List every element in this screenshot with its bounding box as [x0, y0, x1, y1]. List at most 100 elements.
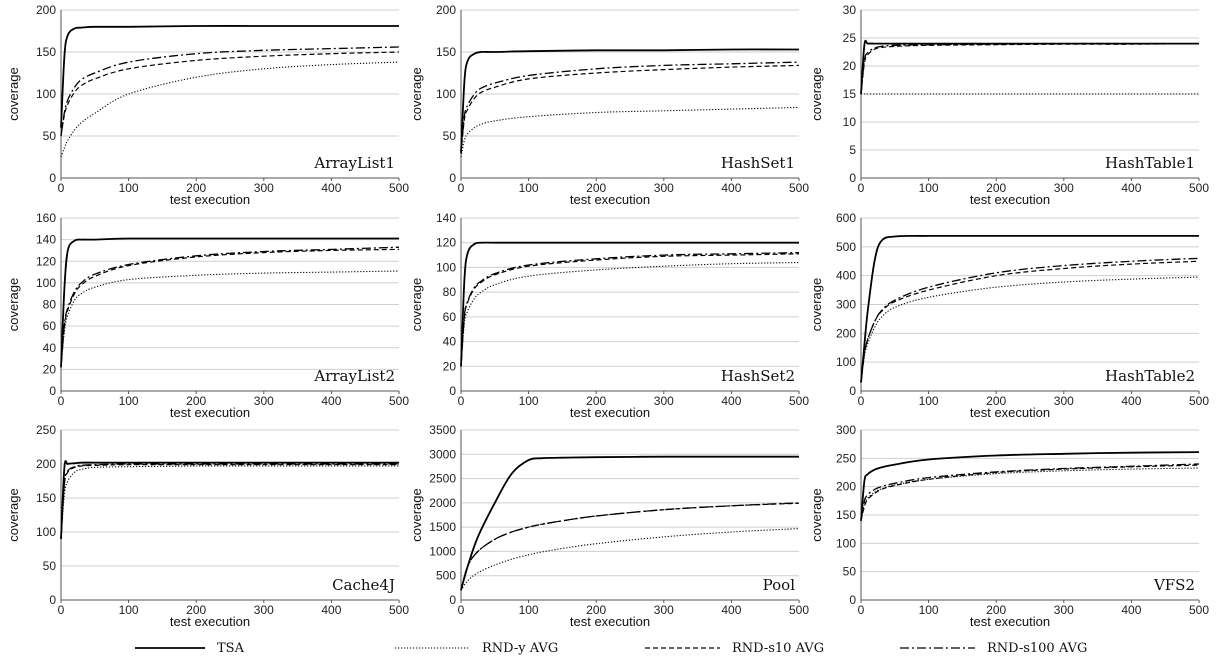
x-tick-label: 0 — [858, 603, 865, 617]
y-tick-label: 3000 — [429, 447, 456, 461]
x-axis-label: test execution — [170, 614, 250, 629]
series-line-rnd-y-avg — [460, 106, 800, 158]
y-tick-label: 0 — [849, 171, 856, 185]
y-axis-label: coverage — [6, 67, 21, 120]
series-line-rnd-s10-avg — [860, 464, 1200, 521]
series-line-rnd-s100-avg — [460, 251, 800, 367]
y-tick-label: 200 — [436, 3, 456, 17]
x-tick-label: 500 — [789, 603, 809, 617]
x-axis-label: test execution — [970, 192, 1050, 207]
series-line-rnd-y-avg — [860, 276, 1200, 383]
y-tick-label: 100 — [836, 536, 856, 550]
series-line-rnd-s100-avg — [860, 463, 1200, 521]
series-line-rnd-y-avg — [460, 261, 800, 367]
y-tick-label: 150 — [36, 491, 56, 505]
y-tick-label: 50 — [443, 129, 457, 143]
series-line-rnd-s100-avg — [860, 42, 1199, 95]
y-tick-label: 0 — [849, 384, 856, 398]
y-tick-label: 15 — [843, 87, 857, 101]
series-line-rnd-y-avg — [60, 61, 400, 158]
y-tick-label: 100 — [36, 87, 56, 101]
y-tick-label: 0 — [449, 171, 456, 185]
series-line-rnd-y-avg — [60, 270, 400, 368]
x-tick-label: 100 — [919, 603, 939, 617]
x-tick-label: 0 — [858, 181, 865, 195]
series-line-rnd-s100-avg — [60, 246, 400, 368]
y-tick-label: 140 — [36, 233, 56, 247]
x-tick-label: 500 — [389, 603, 409, 617]
series-line-rnd-s10-avg — [60, 51, 400, 137]
y-axis-label: coverage — [6, 488, 21, 541]
x-tick-label: 200 — [986, 603, 1006, 617]
chart-panel: 0 20 40 60 80 100 120 140 0 100 200 300 400 500 test e… — [409, 211, 809, 420]
y-tick-label: 150 — [836, 508, 856, 522]
y-tick-label: 0 — [449, 384, 456, 398]
y-axis-label: coverage — [809, 488, 824, 541]
series-line-tsa — [60, 25, 399, 128]
y-tick-label: 300 — [836, 298, 856, 312]
y-axis-label: coverage — [6, 278, 21, 331]
series-line-rnd-s100-avg — [460, 502, 800, 591]
y-tick-label: 400 — [836, 269, 856, 283]
y-tick-label: 2500 — [429, 472, 456, 486]
x-tick-label: 500 — [1189, 603, 1209, 617]
x-tick-label: 100 — [119, 181, 139, 195]
y-tick-label: 600 — [836, 211, 856, 225]
chart-title: Pool — [763, 576, 796, 594]
legend-label: RND-s10 AVG — [732, 641, 824, 656]
y-tick-label: 250 — [36, 423, 56, 437]
y-tick-label: 0 — [49, 384, 56, 398]
x-tick-label: 500 — [1189, 181, 1209, 195]
y-tick-label: 100 — [436, 260, 456, 274]
x-tick-label: 200 — [586, 181, 606, 195]
x-tick-label: 300 — [254, 394, 274, 408]
series-line-rnd-s100-avg — [60, 46, 400, 137]
y-axis-label: coverage — [409, 488, 424, 541]
series-line-tsa — [60, 237, 400, 368]
y-tick-label: 60 — [43, 319, 57, 333]
x-tick-label: 100 — [519, 603, 539, 617]
series-line-tsa — [860, 451, 1200, 521]
y-tick-label: 2000 — [429, 496, 456, 510]
y-tick-label: 10 — [843, 115, 857, 129]
x-tick-label: 200 — [186, 394, 206, 408]
series-line-rnd-y-avg — [460, 528, 800, 591]
x-tick-label: 100 — [919, 394, 939, 408]
x-tick-label: 200 — [586, 394, 606, 408]
x-axis-label: test execution — [570, 614, 650, 629]
x-tick-label: 0 — [58, 394, 65, 408]
chart-panel: 0 50 100 150 200 0 100 200 300 400 500 test executi… — [409, 3, 809, 207]
x-tick-label: 200 — [186, 603, 206, 617]
x-tick-label: 500 — [789, 181, 809, 195]
y-tick-label: 100 — [36, 276, 56, 290]
x-tick-label: 500 — [389, 394, 409, 408]
y-axis-label: coverage — [809, 278, 824, 331]
series-line-rnd-s100-avg — [460, 61, 800, 153]
x-axis-label: test execution — [170, 192, 250, 207]
y-tick-label: 40 — [43, 341, 57, 355]
x-tick-label: 200 — [186, 181, 206, 195]
y-axis-label: coverage — [809, 67, 824, 120]
y-tick-label: 50 — [843, 565, 857, 579]
series-line-rnd-y-avg — [60, 465, 399, 539]
series-line-rnd-s10-avg — [460, 253, 800, 367]
legend-label: RND-y AVG — [482, 641, 558, 656]
x-tick-label: 400 — [721, 181, 741, 195]
y-tick-label: 200 — [36, 3, 56, 17]
series-line-tsa — [460, 455, 799, 591]
y-tick-label: 300 — [836, 423, 856, 437]
chart-panel: 0 50 100 150 200 250 300 0 100 200 300 400 500 test e… — [809, 423, 1209, 629]
y-tick-label: 150 — [436, 45, 456, 59]
x-tick-label: 0 — [458, 603, 465, 617]
x-tick-label: 300 — [1054, 394, 1074, 408]
y-tick-label: 100 — [36, 525, 56, 539]
series-line-rnd-s10-avg — [460, 502, 800, 591]
x-axis-label: test execution — [970, 614, 1050, 629]
y-tick-label: 25 — [843, 31, 857, 45]
x-tick-label: 300 — [254, 181, 274, 195]
chart-panel: 0 500 1000 1500 2000 2500 3000 3500 0 100 200 300 40… — [409, 423, 809, 629]
x-tick-label: 300 — [1054, 603, 1074, 617]
x-tick-label: 0 — [458, 394, 465, 408]
x-tick-label: 500 — [1189, 394, 1209, 408]
